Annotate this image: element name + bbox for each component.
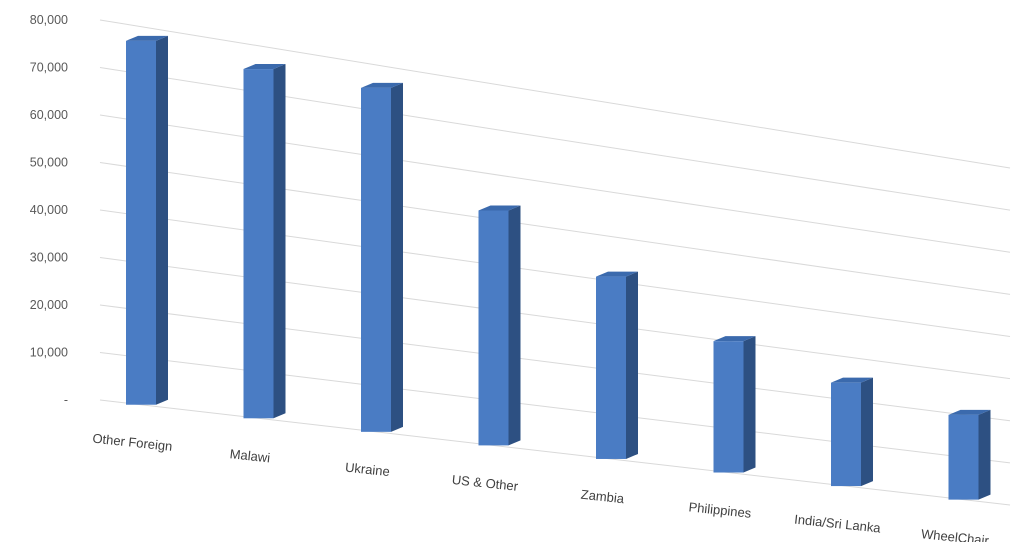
gridline xyxy=(99,304,1011,422)
x-tick-label: US & Other xyxy=(451,472,519,494)
gridline xyxy=(99,209,1011,337)
bar-top xyxy=(831,377,873,383)
y-axis: - 10,000 20,000 30,000 40,000 50,000 60,000 70,… xyxy=(30,13,68,407)
gridline xyxy=(99,19,1011,169)
bar-front xyxy=(361,87,391,432)
y-tick-label: 80,000 xyxy=(30,13,68,27)
bar-side xyxy=(391,82,403,432)
y-tick-label: 10,000 xyxy=(30,346,68,360)
y-tick-label: - xyxy=(64,393,68,407)
y-tick-label: 20,000 xyxy=(30,298,68,312)
bar-top xyxy=(478,205,521,211)
gridline xyxy=(99,162,1011,295)
x-tick-label: Malawi xyxy=(229,446,271,465)
bar xyxy=(596,271,638,459)
bar-top xyxy=(713,336,756,342)
gridline xyxy=(99,67,1011,211)
x-tick-label: India/Sri Lanka xyxy=(794,512,883,536)
bar-side xyxy=(861,377,873,487)
bar xyxy=(948,409,991,500)
y-tick-label: 40,000 xyxy=(30,203,68,217)
x-tick-label: Philippines xyxy=(688,499,753,521)
x-tick-label: Zambia xyxy=(580,487,625,507)
x-tick-label: Ukraine xyxy=(344,460,390,480)
bar-front xyxy=(243,69,274,419)
bar-top xyxy=(243,64,286,70)
bar-top xyxy=(126,35,168,41)
bar-side xyxy=(978,409,991,500)
bar-front xyxy=(596,276,626,459)
bar-front xyxy=(948,414,979,500)
y-tick-label: 50,000 xyxy=(30,156,68,170)
bar-front xyxy=(478,210,509,446)
bar-top xyxy=(596,271,638,277)
bar xyxy=(713,336,756,473)
bar-front xyxy=(713,341,744,473)
y-tick-label: 70,000 xyxy=(30,61,68,75)
bar-front xyxy=(126,40,156,405)
bar xyxy=(126,35,168,405)
bar xyxy=(831,377,873,487)
x-tick-label: WheelChair xyxy=(920,526,990,542)
bar-side xyxy=(508,205,521,446)
bar-top xyxy=(361,82,403,88)
y-tick-label: 30,000 xyxy=(30,251,68,265)
bar xyxy=(243,64,286,419)
gridline xyxy=(99,114,1011,253)
gridlines xyxy=(99,19,1011,506)
bar-front xyxy=(831,382,861,487)
bar-side xyxy=(156,35,168,405)
bar xyxy=(478,205,521,446)
x-tick-label: Other Foreign xyxy=(92,431,173,454)
bar-top xyxy=(948,409,991,415)
bar-side xyxy=(743,336,756,473)
y-tick-label: 60,000 xyxy=(30,108,68,122)
gridline xyxy=(99,257,1011,380)
bar xyxy=(361,82,403,432)
bar-side xyxy=(626,271,638,459)
bar-side xyxy=(273,64,286,419)
bars xyxy=(126,35,991,500)
